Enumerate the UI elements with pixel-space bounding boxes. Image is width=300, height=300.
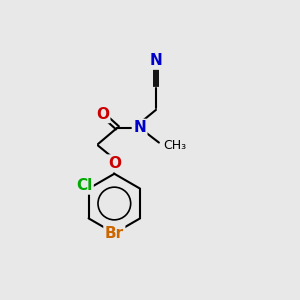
Text: O: O [96, 107, 109, 122]
Text: O: O [108, 156, 121, 171]
Text: N: N [150, 53, 162, 68]
Text: CH₃: CH₃ [164, 139, 187, 152]
Text: Br: Br [105, 226, 124, 241]
Text: Cl: Cl [76, 178, 92, 193]
Text: N: N [133, 120, 146, 135]
